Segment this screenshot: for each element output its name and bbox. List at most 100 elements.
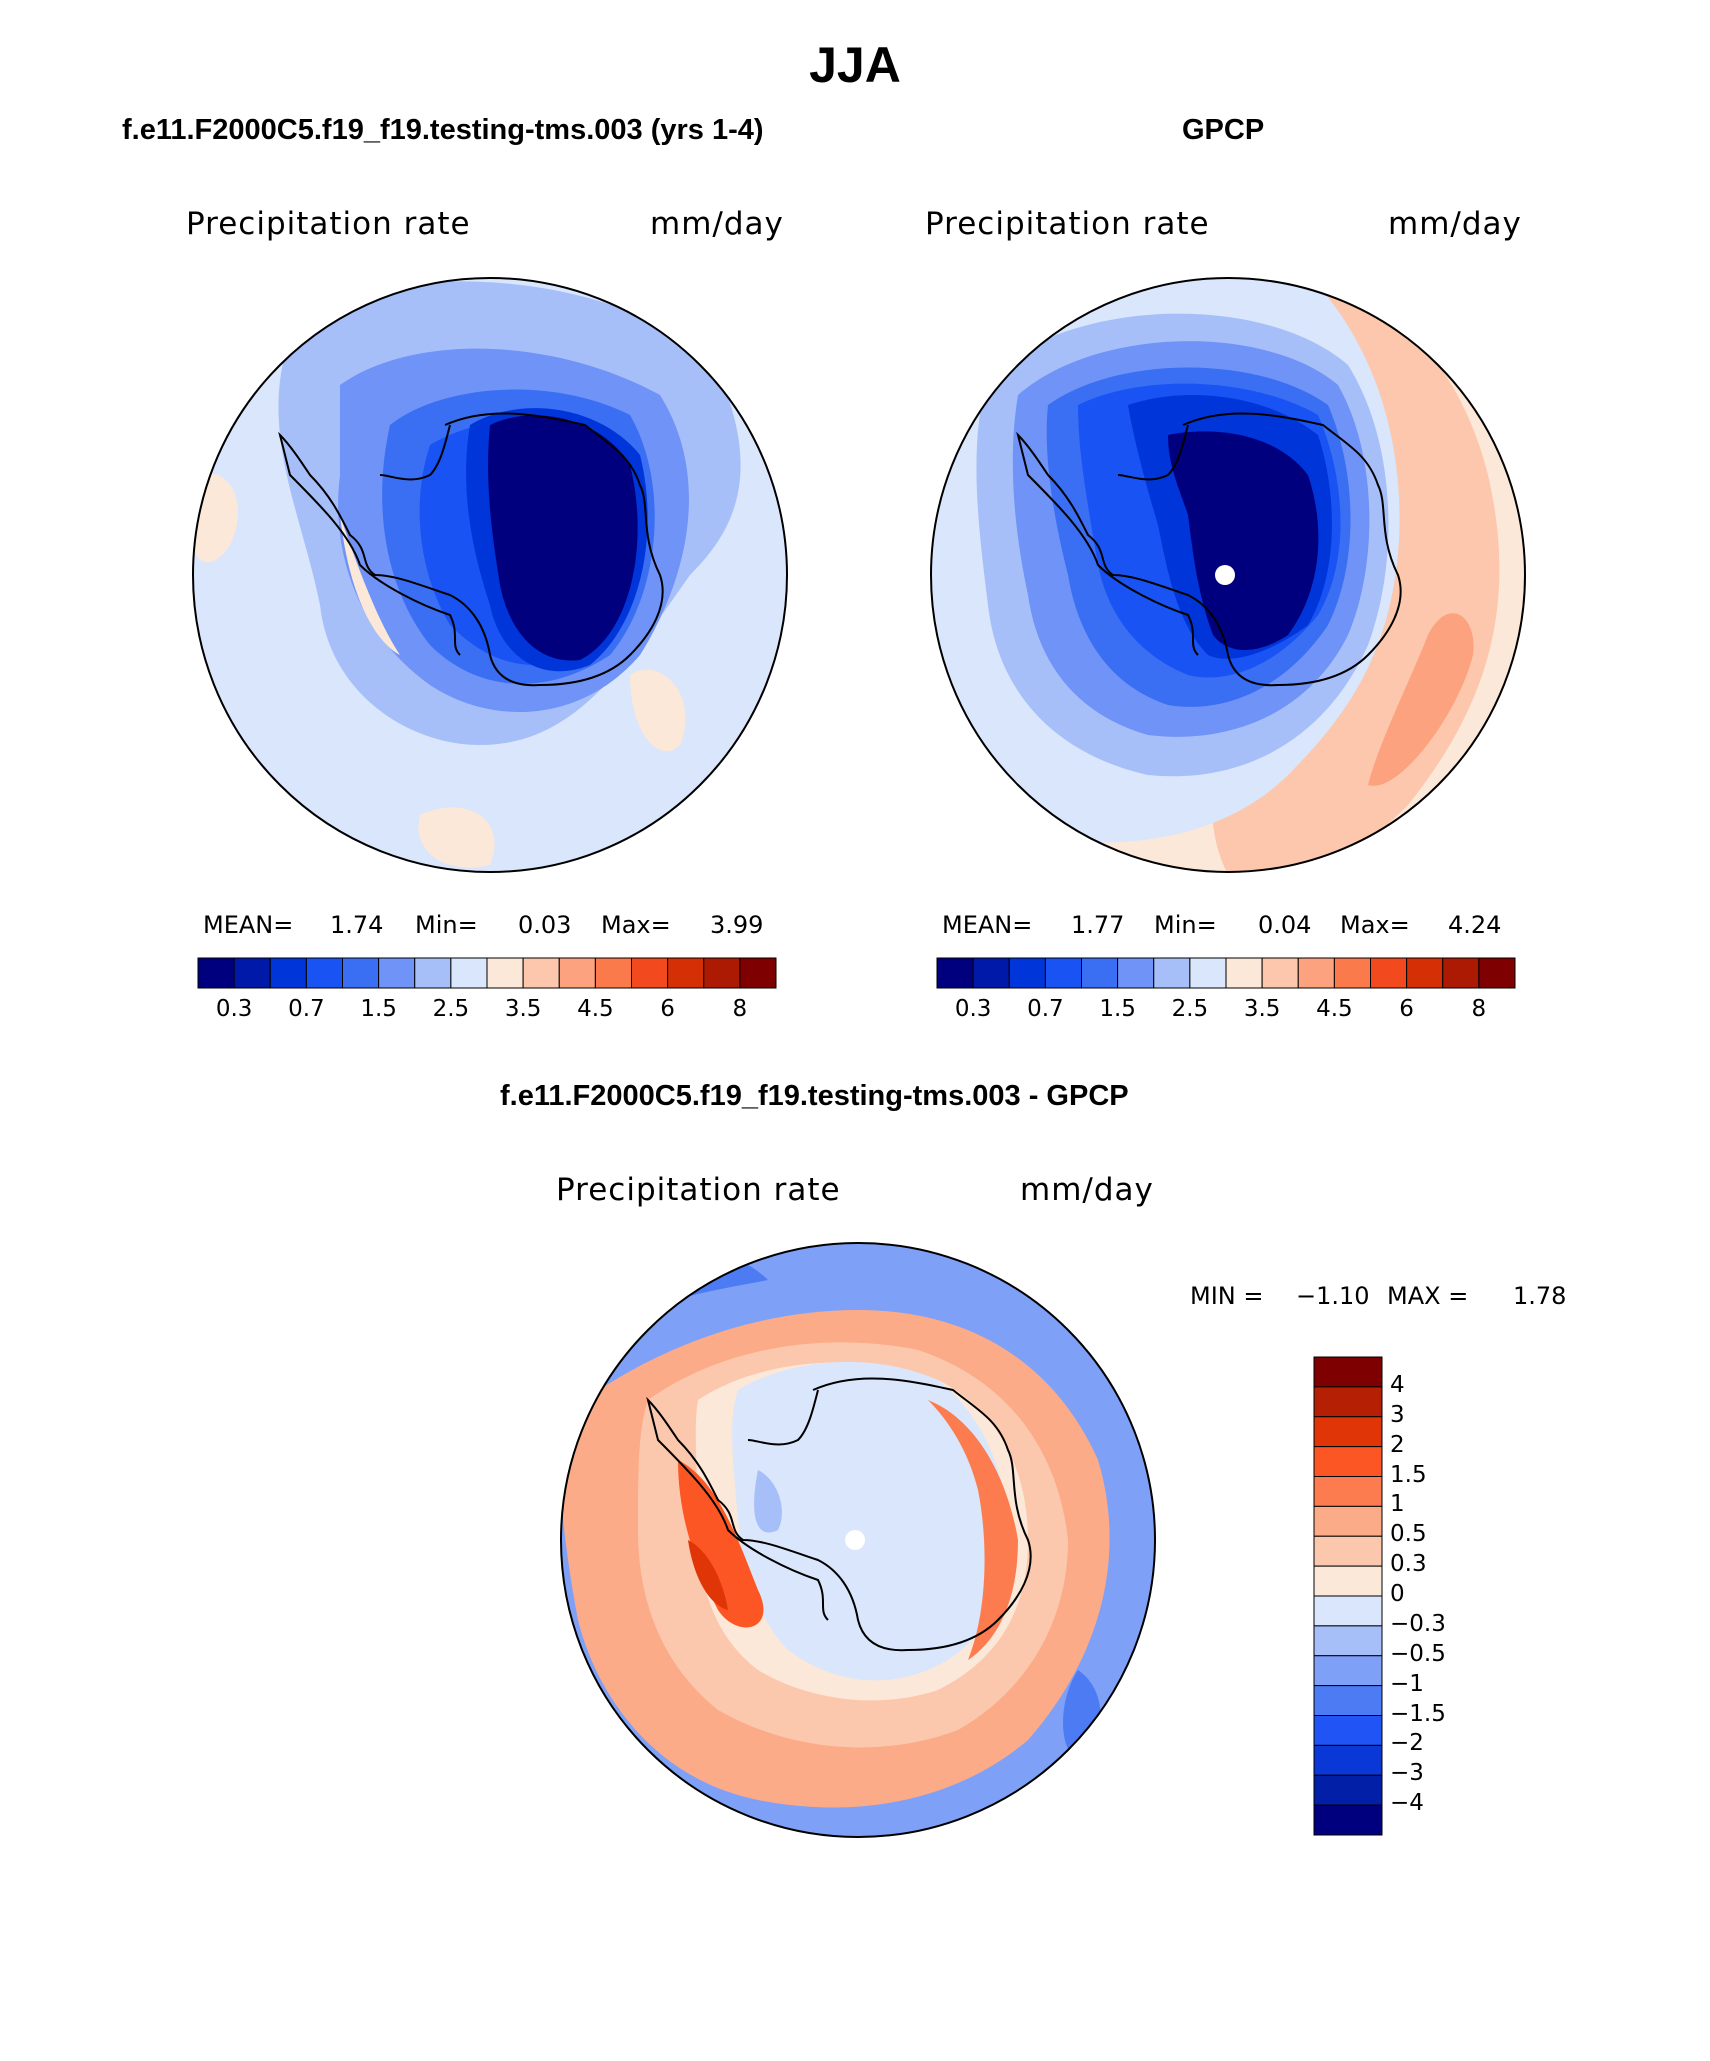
panel-1-units-label: mm/day bbox=[650, 206, 784, 242]
colorbar-swatch bbox=[197, 957, 235, 989]
colorbar-swatch bbox=[342, 957, 380, 989]
panel-2-max-value: 4.24 bbox=[1448, 911, 1502, 939]
colorbar-swatch bbox=[1313, 1446, 1383, 1477]
colorbar-swatch bbox=[1313, 1505, 1383, 1537]
panel-2-min-label: Min= bbox=[1154, 911, 1217, 939]
colorbar-tick-label: 0 bbox=[1390, 1581, 1405, 1607]
colorbar-swatch bbox=[1313, 1744, 1383, 1776]
colorbar-swatch bbox=[522, 957, 560, 989]
colorbar-swatch bbox=[1081, 957, 1119, 989]
colorbar-tick-label: −2 bbox=[1390, 1730, 1424, 1757]
colorbar-tick-label: −1 bbox=[1390, 1670, 1424, 1697]
colorbar-swatch bbox=[486, 957, 524, 989]
panel-1-title: f.e11.F2000C5.f19_f19.testing-tms.003 (y… bbox=[122, 114, 764, 146]
panel-1-mean-label: MEAN= bbox=[203, 911, 294, 939]
colorbar-swatch bbox=[1008, 957, 1046, 989]
colorbar-swatch bbox=[1313, 1625, 1383, 1657]
colorbar-swatch bbox=[1313, 1655, 1383, 1687]
colorbar-tick-label: 0.3 bbox=[954, 996, 992, 1022]
colorbar-swatch bbox=[1478, 957, 1516, 989]
panel-1-max-label: Max= bbox=[601, 911, 671, 939]
colorbar-swatch bbox=[667, 957, 705, 989]
panel-3-max-value: 1.78 bbox=[1513, 1282, 1567, 1310]
panel-1-max-value: 3.99 bbox=[710, 911, 764, 939]
colorbar-swatch bbox=[1313, 1804, 1383, 1836]
colorbar-swatch bbox=[1189, 957, 1227, 989]
colorbar-swatch bbox=[631, 957, 669, 989]
colorbar-swatch bbox=[378, 957, 416, 989]
colorbar-tick-label: 2.5 bbox=[1171, 996, 1209, 1022]
colorbar-tick-label: 4 bbox=[1390, 1371, 1405, 1398]
colorbar-swatch bbox=[1313, 1685, 1383, 1716]
colorbar-swatch bbox=[1313, 1416, 1383, 1448]
colorbar-tick-label: 1.5 bbox=[1390, 1461, 1427, 1488]
panel-1-polar-map bbox=[192, 277, 788, 873]
colorbar-tick-label: 2.5 bbox=[432, 996, 470, 1022]
colorbar-swatch bbox=[450, 957, 488, 989]
colorbar-swatch bbox=[1297, 957, 1335, 989]
colorbar-swatch bbox=[1313, 1715, 1383, 1746]
colorbar-tick-label: 8 bbox=[732, 996, 748, 1022]
colorbar-swatch bbox=[936, 957, 974, 989]
panel-2-mean-label: MEAN= bbox=[942, 911, 1033, 939]
colorbar-swatch bbox=[414, 957, 452, 989]
panel-3-units-label: mm/day bbox=[1020, 1172, 1154, 1208]
colorbar-swatch bbox=[972, 957, 1010, 989]
panel-2-min-value: 0.04 bbox=[1258, 911, 1312, 939]
colorbar-swatch bbox=[1313, 1356, 1383, 1388]
colorbar-swatch bbox=[1044, 957, 1082, 989]
colorbar-tick-label: 3 bbox=[1390, 1401, 1405, 1428]
colorbar-swatch bbox=[1313, 1565, 1383, 1597]
colorbar-tick-label: 1 bbox=[1390, 1491, 1405, 1518]
colorbar-swatch bbox=[558, 957, 596, 989]
colorbar-tick-label: 6 bbox=[660, 996, 675, 1022]
panel-2-max-label: Max= bbox=[1340, 911, 1410, 939]
colorbar-swatch bbox=[703, 957, 741, 989]
colorbar-tick-label: 0.3 bbox=[1390, 1551, 1427, 1578]
colorbar-tick-label: 0.3 bbox=[215, 996, 253, 1022]
colorbar-swatch bbox=[1406, 957, 1444, 989]
panel-3-polar-map bbox=[560, 1242, 1156, 1838]
colorbar-swatch bbox=[1333, 957, 1371, 989]
colorbar-tick-label: 4.5 bbox=[1316, 996, 1353, 1022]
panel-3-max-label: MAX = bbox=[1387, 1282, 1469, 1310]
panel-2-units-label: mm/day bbox=[1388, 206, 1522, 242]
panel-3-colorbar bbox=[1313, 1356, 1383, 1836]
colorbar-tick-label: 0.5 bbox=[1390, 1521, 1427, 1548]
panel-2-variable-label: Precipitation rate bbox=[925, 206, 1210, 242]
colorbar-swatch bbox=[1442, 957, 1480, 989]
colorbar-swatch bbox=[305, 957, 343, 989]
colorbar-tick-label: −3 bbox=[1390, 1760, 1424, 1787]
colorbar-tick-label: 6 bbox=[1399, 996, 1414, 1022]
panel-1-min-label: Min= bbox=[415, 911, 478, 939]
panel-2-colorbar bbox=[936, 957, 1516, 989]
colorbar-tick-label: −4 bbox=[1390, 1790, 1424, 1817]
panel-2-polar-map bbox=[930, 277, 1526, 873]
panel-1-variable-label: Precipitation rate bbox=[186, 206, 471, 242]
colorbar-swatch bbox=[1261, 957, 1299, 989]
colorbar-tick-label: 0.7 bbox=[1027, 996, 1064, 1022]
colorbar-swatch bbox=[1225, 957, 1263, 989]
colorbar-swatch bbox=[1313, 1774, 1383, 1806]
panel-1-mean-value: 1.74 bbox=[330, 911, 384, 939]
colorbar-tick-label: −0.5 bbox=[1390, 1640, 1446, 1667]
figure-title: JJA bbox=[809, 37, 901, 93]
panel-3-min-label: MIN = bbox=[1190, 1282, 1264, 1310]
colorbar-tick-label: 8 bbox=[1471, 996, 1487, 1022]
colorbar-swatch bbox=[1117, 957, 1155, 989]
colorbar-tick-label: −0.3 bbox=[1390, 1610, 1446, 1637]
colorbar-tick-label: 2 bbox=[1390, 1431, 1405, 1458]
panel-3-min-value: −1.10 bbox=[1296, 1282, 1370, 1310]
colorbar-swatch bbox=[269, 957, 307, 989]
colorbar-tick-label: −1.5 bbox=[1390, 1700, 1446, 1727]
colorbar-swatch bbox=[233, 957, 271, 989]
panel-3-variable-label: Precipitation rate bbox=[556, 1172, 841, 1208]
colorbar-tick-label: 1.5 bbox=[1099, 996, 1136, 1022]
colorbar-swatch bbox=[739, 957, 777, 989]
colorbar-swatch bbox=[1313, 1386, 1383, 1418]
panel-2-title: GPCP bbox=[1182, 114, 1265, 146]
colorbar-tick-label: 4.5 bbox=[577, 996, 614, 1022]
colorbar-swatch bbox=[594, 957, 632, 989]
panel-1-min-value: 0.03 bbox=[518, 911, 572, 939]
colorbar-tick-label: 3.5 bbox=[1243, 996, 1281, 1022]
